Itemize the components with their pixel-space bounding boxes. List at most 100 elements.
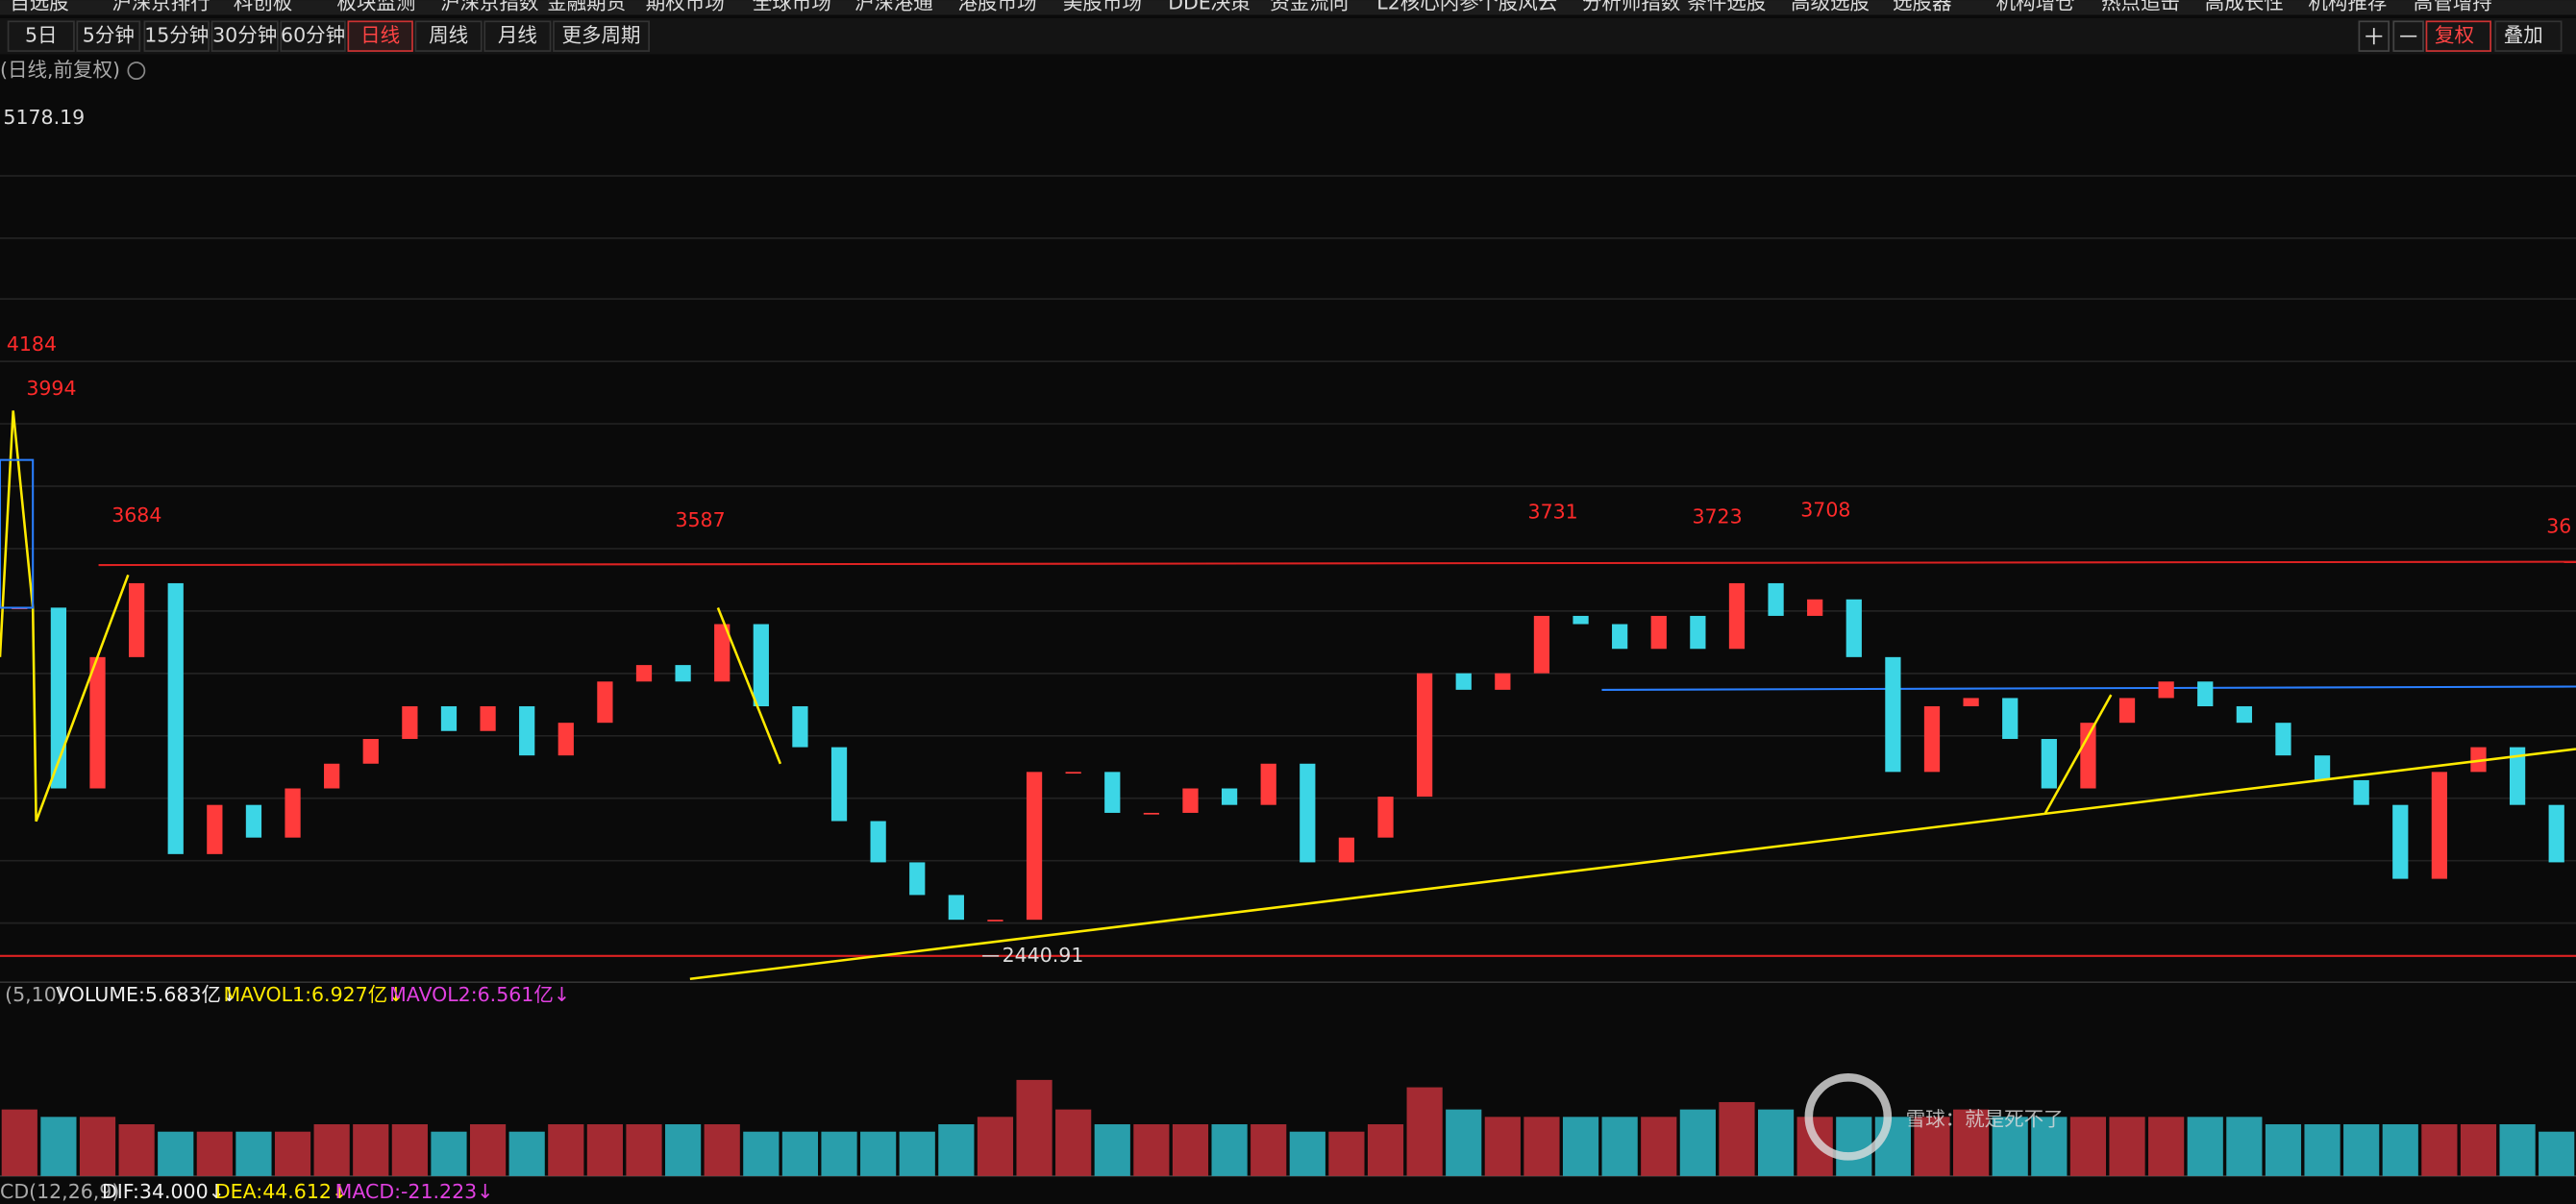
menu-item[interactable]: 港股市场: [957, 0, 1036, 14]
grid: [0, 175, 2576, 1177]
candle: [2314, 755, 2331, 780]
period-button[interactable]: [414, 20, 483, 52]
menu-item[interactable]: 资金流向: [1270, 0, 1349, 14]
period-label[interactable]: 更多周期: [562, 24, 641, 47]
period-button[interactable]: [76, 20, 141, 52]
menu-item[interactable]: 条件选股: [1687, 0, 1766, 14]
menu-item[interactable]: 热点追击: [2101, 0, 2180, 14]
menu-item[interactable]: 高管增持: [2414, 0, 2492, 14]
menu-item[interactable]: 分析师指数: [1582, 0, 1681, 14]
period-label[interactable]: 15分钟: [144, 24, 209, 47]
period-label[interactable]: 30分钟: [212, 24, 277, 47]
volume-bar: [781, 1131, 819, 1176]
volume-bar: [1094, 1124, 1130, 1176]
menu-item[interactable]: 沪深京排行: [111, 0, 210, 14]
right-button[interactable]: [2494, 20, 2563, 52]
period-button[interactable]: [553, 20, 650, 52]
peak-label: 36: [2546, 515, 2571, 538]
right-button-label[interactable]: 复权: [2435, 24, 2474, 47]
volume-bar: [2343, 1124, 2380, 1176]
candle: [1728, 582, 1746, 650]
candle: [89, 656, 106, 789]
volume-bar: [1446, 1109, 1482, 1176]
volume-bar: [196, 1131, 233, 1176]
period-label[interactable]: 日线: [360, 24, 400, 47]
right-button[interactable]: [2425, 20, 2491, 52]
menu-item[interactable]: 沪深港通: [855, 0, 933, 14]
volume-bar: [2539, 1131, 2575, 1176]
period-label[interactable]: 月线: [498, 24, 537, 47]
volume-bar: [1953, 1109, 1990, 1176]
settings-icon[interactable]: [127, 61, 146, 80]
candle: [987, 920, 1003, 921]
volume-bar: [391, 1124, 428, 1176]
menu-item[interactable]: 选股器: [1893, 0, 1951, 14]
volume-bar: [469, 1124, 507, 1176]
menu-item[interactable]: 美股市场: [1063, 0, 1142, 14]
menu-item[interactable]: 自选股: [10, 0, 69, 14]
candle: [285, 788, 301, 838]
candle: [362, 739, 379, 764]
volume-bar: [899, 1131, 935, 1176]
candle: [1221, 788, 1238, 805]
candle: [2548, 804, 2564, 863]
menu-item[interactable]: 板块监测: [336, 0, 415, 14]
macd-params: CD(12,26,9): [0, 1180, 119, 1203]
period-label[interactable]: 周线: [429, 24, 468, 47]
period-button[interactable]: [347, 20, 413, 52]
menu-item[interactable]: 个股风云: [1478, 0, 1557, 14]
period-button[interactable]: [7, 20, 75, 52]
period-label[interactable]: 60分钟: [281, 24, 345, 47]
menu-item[interactable]: 机构增仓: [1996, 0, 2075, 14]
menu-item[interactable]: 高成长性: [2205, 0, 2284, 14]
menu-item[interactable]: 期权市场: [646, 0, 725, 14]
zoom-icons: [2365, 28, 2417, 45]
watermark: 雪球：就是死不了: [1906, 1108, 2064, 1131]
candle: [2392, 804, 2409, 879]
volume-bar: [313, 1124, 350, 1176]
candle: [1650, 615, 1667, 650]
candle: [1690, 615, 1706, 650]
candle: [1026, 772, 1043, 921]
candle: [675, 665, 691, 682]
menu-item[interactable]: 沪深京指数: [440, 0, 539, 14]
volume-bar: [2031, 1117, 2068, 1176]
volume-bar: [2226, 1117, 2263, 1176]
menu-item[interactable]: 高级选股: [1791, 0, 1870, 14]
volume-bar: [1172, 1124, 1209, 1176]
candle: [167, 582, 184, 854]
candle: [1143, 812, 1160, 815]
volume-bar: [665, 1124, 702, 1176]
menu-item[interactable]: 机构推荐: [2308, 0, 2387, 14]
volume-bar: [1719, 1101, 1755, 1176]
blue-line: [1601, 685, 2576, 691]
toolbar: 自选股 沪深京排行 科创板 板块监测 沪深京指数 金融期货 期权市场 全球市场 沪深港通 港股市场…: [7, 0, 2563, 52]
menu-item[interactable]: 全球市场: [753, 0, 831, 14]
period-button[interactable]: [483, 20, 552, 52]
period-label[interactable]: 5分钟: [83, 24, 135, 47]
candle: [1417, 673, 1433, 798]
volume-bar: [431, 1131, 467, 1176]
candle: [557, 723, 574, 756]
dif: DIF:34.000↓: [102, 1180, 225, 1203]
menu-item[interactable]: 科创板: [234, 0, 293, 14]
period-button[interactable]: [143, 20, 210, 52]
right-button-label[interactable]: 叠加: [2504, 24, 2543, 47]
menu-item[interactable]: DDE决策: [1168, 0, 1251, 14]
volume-bar: [2499, 1124, 2536, 1176]
period-button[interactable]: [211, 20, 279, 52]
peak-label: 3994: [26, 377, 76, 400]
candle: [1807, 599, 1823, 616]
candle: [50, 607, 67, 789]
resistance-line: [98, 560, 2576, 567]
candle: [2041, 739, 2057, 789]
period-label[interactable]: 5日: [25, 24, 58, 47]
menu-item[interactable]: 金融期货: [547, 0, 626, 14]
volume-bar: [1562, 1117, 1599, 1176]
menu-item[interactable]: L2核心内参: [1376, 0, 1478, 14]
volume-bar: [1406, 1087, 1443, 1176]
macd: MACD:-21.223↓: [335, 1180, 494, 1203]
candle: [1260, 763, 1276, 805]
price-max: 5178.19: [3, 106, 85, 129]
period-button[interactable]: [280, 20, 346, 52]
